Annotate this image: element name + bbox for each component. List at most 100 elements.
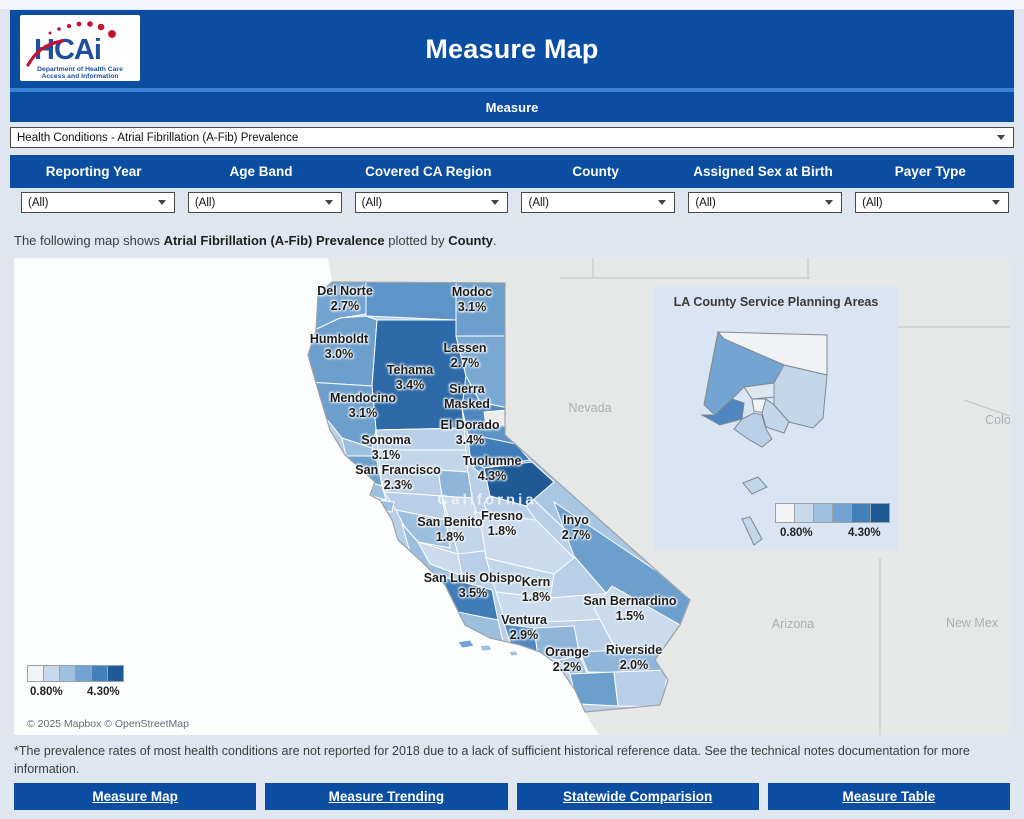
chevron-down-icon — [324, 200, 333, 205]
svg-text:HCAi: HCAi — [34, 34, 101, 66]
svg-text:Access and Information: Access and Information — [41, 73, 118, 80]
chevron-down-icon — [491, 200, 500, 205]
county-label: Kern 1.8% — [521, 575, 551, 604]
footnote: *The prevalence rates of most health con… — [14, 744, 970, 777]
bottom-nav: Measure Map Measure Trending Statewide C… — [14, 783, 1010, 810]
inset-legend-min: 0.80% — [780, 527, 813, 539]
top-margin — [0, 0, 1024, 9]
page-title: Measure Map — [425, 33, 599, 64]
assigned-sex-value: (All) — [695, 196, 716, 209]
county-label: Fresno 1.8% — [481, 509, 523, 538]
county-label: Ventura 2.9% — [501, 613, 547, 642]
county-label: San Luis Obispo 3.5% — [423, 571, 523, 600]
map-attribution: © 2025 Mapbox © OpenStreetMap — [22, 717, 194, 731]
filter-label-age-band: Age Band — [229, 164, 293, 179]
county-select[interactable]: (All) — [521, 192, 676, 213]
legend-swatch — [851, 503, 871, 523]
county-label: San Francisco 2.3% — [355, 463, 441, 492]
county-label: Del Norte 2.7% — [317, 284, 373, 313]
county-value: (All) — [528, 196, 549, 209]
payer-type-select[interactable]: (All) — [855, 192, 1009, 213]
inset-legend: 0.80% 4.30% — [775, 503, 890, 541]
county-label: Sierra Masked — [444, 382, 490, 411]
choropleth-map[interactable]: California Nevada Arizona New Mex Colo Del … — [14, 258, 1010, 735]
legend-swatch — [870, 503, 890, 523]
background-state-label: Nevada — [568, 401, 612, 415]
state-watermark: California — [437, 491, 537, 509]
san-clemente-island — [741, 516, 763, 546]
covered-ca-region-select[interactable]: (All) — [354, 192, 509, 213]
inset-legend-swatches — [775, 503, 890, 523]
svg-text:Department of Health Care: Department of Health Care — [37, 66, 123, 73]
background-state-label: Arizona — [771, 617, 815, 631]
filter-label-payer-type: Payer Type — [894, 164, 966, 179]
legend-swatch — [107, 665, 124, 682]
assigned-sex-select[interactable]: (All) — [688, 192, 843, 213]
county-label: Lassen 2.7% — [443, 341, 487, 370]
map-legend-max: 4.30% — [87, 686, 120, 698]
spa-metro[interactable] — [743, 382, 775, 400]
legend-swatch — [813, 503, 833, 523]
county-label: El Dorado 3.4% — [440, 418, 500, 447]
reporting-year-value: (All) — [28, 196, 49, 209]
payer-type-value: (All) — [862, 196, 883, 209]
legend-swatch — [794, 503, 814, 523]
nav-measure-table[interactable]: Measure Table — [767, 783, 1010, 810]
map-legend-swatches — [27, 665, 124, 682]
description-measure: Atrial Fibrillation (A-Fib) Prevalence — [163, 233, 385, 248]
filter-row: (All) (All) (All) (All) (All) (All) — [21, 192, 1009, 213]
county-label: Modoc 3.1% — [451, 285, 493, 314]
la-inset-panel: LA County Service Planning Areas — [654, 287, 898, 551]
legend-swatch — [832, 503, 852, 523]
filter-header-bar: Reporting Year Age Band Covered CA Regio… — [10, 155, 1014, 188]
header-band: Measure Map HCAi Department of Health Ca… — [10, 10, 1014, 88]
legend-swatch — [91, 665, 108, 682]
la-inset-title: LA County Service Planning Areas — [673, 295, 879, 309]
county-label: San Benito 1.8% — [417, 515, 483, 544]
measure-select-value: Health Conditions - Atrial Fibrillation … — [17, 131, 299, 144]
county-label: Tuolumne 4.3% — [462, 454, 522, 483]
chevron-down-icon — [157, 200, 166, 205]
background-state-label: Colo — [985, 413, 1010, 427]
hcai-logo: HCAi Department of Health Care Access an… — [20, 15, 140, 81]
map-legend: 0.80% 4.30% — [27, 665, 124, 700]
legend-swatch — [27, 665, 44, 682]
nav-measure-map[interactable]: Measure Map — [14, 783, 257, 810]
catalina-island — [742, 476, 768, 495]
county-label: Inyo 2.7% — [561, 513, 591, 542]
legend-swatch — [75, 665, 92, 682]
county-label: Orange 2.2% — [545, 645, 589, 674]
chevron-down-icon — [991, 200, 1000, 205]
nav-statewide-comparision[interactable]: Statewide Comparision — [516, 783, 759, 810]
inset-legend-max: 4.30% — [848, 527, 881, 539]
chevron-down-icon — [825, 200, 834, 205]
background-state-label: New Mex — [945, 616, 999, 630]
legend-swatch — [775, 503, 795, 523]
legend-swatch — [59, 665, 76, 682]
reporting-year-select[interactable]: (All) — [21, 192, 175, 213]
county-label: Sonoma 3.1% — [361, 433, 411, 462]
nav-measure-trending[interactable]: Measure Trending — [265, 783, 508, 810]
state-border-lines — [560, 258, 1010, 735]
header-divider — [10, 88, 1014, 92]
age-band-value: (All) — [194, 196, 216, 209]
measure-select[interactable]: Health Conditions - Atrial Fibrillation … — [10, 127, 1014, 148]
california-outline — [307, 281, 691, 713]
map-description: The following map shows Atrial Fibrillat… — [14, 233, 497, 248]
la-inset-map-svg[interactable] — [654, 287, 898, 551]
county-label: San Bernardino 1.5% — [583, 594, 677, 623]
filter-label-assigned-sex: Assigned Sex at Birth — [693, 164, 833, 179]
measure-section-header: Measure — [10, 92, 1014, 122]
legend-swatch — [43, 665, 60, 682]
spa-south-bay[interactable] — [733, 412, 773, 448]
hcai-logo-graphic: HCAi Department of Health Care Access an… — [26, 21, 123, 80]
county-label: Tehama 3.4% — [386, 363, 434, 392]
description-dimension: County — [448, 233, 494, 248]
county-label: Mendocino 3.1% — [330, 391, 396, 420]
spa-san-fernando[interactable] — [703, 330, 785, 416]
age-band-select[interactable]: (All) — [187, 192, 342, 213]
filter-label-covered-ca-region: Covered CA Region — [365, 164, 492, 179]
spa-east[interactable] — [761, 398, 790, 434]
covered-ca-region-value: (All) — [361, 196, 383, 209]
